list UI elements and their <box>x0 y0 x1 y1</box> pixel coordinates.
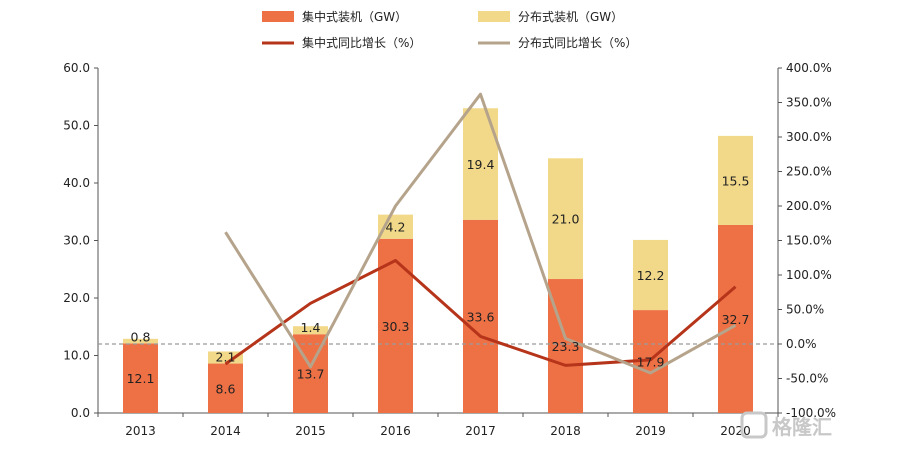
line-distributed-growth <box>224 92 737 375</box>
data-label-centralized: 33.6 <box>467 309 495 324</box>
left-tick-label: 20.0 <box>63 291 90 305</box>
bar-centralized <box>463 219 498 413</box>
watermark-text: 格隆汇 <box>772 415 832 439</box>
bar-distributed <box>123 338 158 344</box>
legend-label: 集中式装机（GW） <box>302 9 407 24</box>
right-tick-label: 200.0% <box>786 199 832 213</box>
data-label-centralized: 23.3 <box>552 339 580 354</box>
right-tick-label: 250.0% <box>786 165 832 179</box>
bar-centralized <box>718 224 753 413</box>
data-label-distributed: 4.2 <box>386 220 406 235</box>
x-tick-label: 2019 <box>635 424 666 438</box>
bar-distributed <box>208 351 243 364</box>
x-tick-label: 2016 <box>380 424 411 438</box>
legend-label: 分布式装机（GW） <box>518 10 623 24</box>
line-centralized-growth <box>224 259 737 367</box>
left-tick-label: 40.0 <box>63 176 90 190</box>
bar-distributed <box>633 239 668 311</box>
data-label-centralized: 17.9 <box>637 355 665 370</box>
right-tick-label: 400.0% <box>786 61 832 75</box>
data-labels: 12.1 0.8 8.6 2.1 13.7 1.4 30.3 4.2 33.6 19.4 23.3 2… <box>127 157 750 396</box>
bar-distributed <box>293 326 328 335</box>
x-tick-label: 2014 <box>210 424 241 438</box>
data-label-distributed: 2.1 <box>216 350 236 365</box>
x-tick-label: 2015 <box>295 424 326 438</box>
bar-distributed <box>718 135 753 225</box>
right-tick-label: 350.0% <box>786 96 832 110</box>
data-label-distributed: 1.4 <box>301 320 321 335</box>
lines <box>224 92 737 375</box>
legend-label: 分布式同比增长（%） <box>518 36 637 50</box>
right-tick-label: 0.0% <box>786 337 817 351</box>
left-tick-label: 30.0 <box>63 234 90 248</box>
data-label-centralized: 13.7 <box>297 367 325 382</box>
data-label-centralized: 32.7 <box>722 312 750 327</box>
legend-label: 集中式同比增长（%） <box>302 35 421 50</box>
right-tick-label: 300.0% <box>786 130 832 144</box>
left-tick-label: 60.0 <box>63 61 90 75</box>
right-tick-label: 150.0% <box>786 234 832 248</box>
bar-centralized <box>208 363 243 413</box>
right-tick-label: 50.0% <box>786 303 824 317</box>
legend-swatch <box>478 11 510 22</box>
bar-centralized <box>123 343 158 413</box>
legend-swatch <box>262 11 294 22</box>
right-tick-label: 100.0% <box>786 268 832 282</box>
left-tick-label: 50.0 <box>63 119 90 133</box>
data-label-distributed: 21.0 <box>552 212 580 227</box>
data-label-distributed: 15.5 <box>722 173 750 188</box>
data-label-centralized: 8.6 <box>216 381 236 396</box>
x-tick-label: 2013 <box>125 424 156 438</box>
x-tick-label: 2017 <box>465 424 496 438</box>
watermark: 格隆汇 <box>740 411 832 439</box>
data-label-distributed: 19.4 <box>467 157 495 172</box>
bar-distributed <box>548 158 583 280</box>
left-tick-label: 10.0 <box>63 349 90 363</box>
data-label-distributed: 12.2 <box>637 268 665 283</box>
data-label-centralized: 12.1 <box>127 371 155 386</box>
watermark-logo-icon <box>740 411 768 439</box>
legend: 集中式装机（GW） 分布式装机（GW） 集中式同比增长（%） 分布式同比增长（%） <box>262 9 637 50</box>
left-tick-label: 0.0 <box>71 406 90 420</box>
data-label-distributed: 0.8 <box>131 329 151 344</box>
x-tick-label: 2018 <box>550 424 581 438</box>
right-tick-label: -100.0% <box>786 406 836 420</box>
right-tick-label: -50.0% <box>786 372 828 386</box>
data-label-centralized: 30.3 <box>382 319 410 334</box>
